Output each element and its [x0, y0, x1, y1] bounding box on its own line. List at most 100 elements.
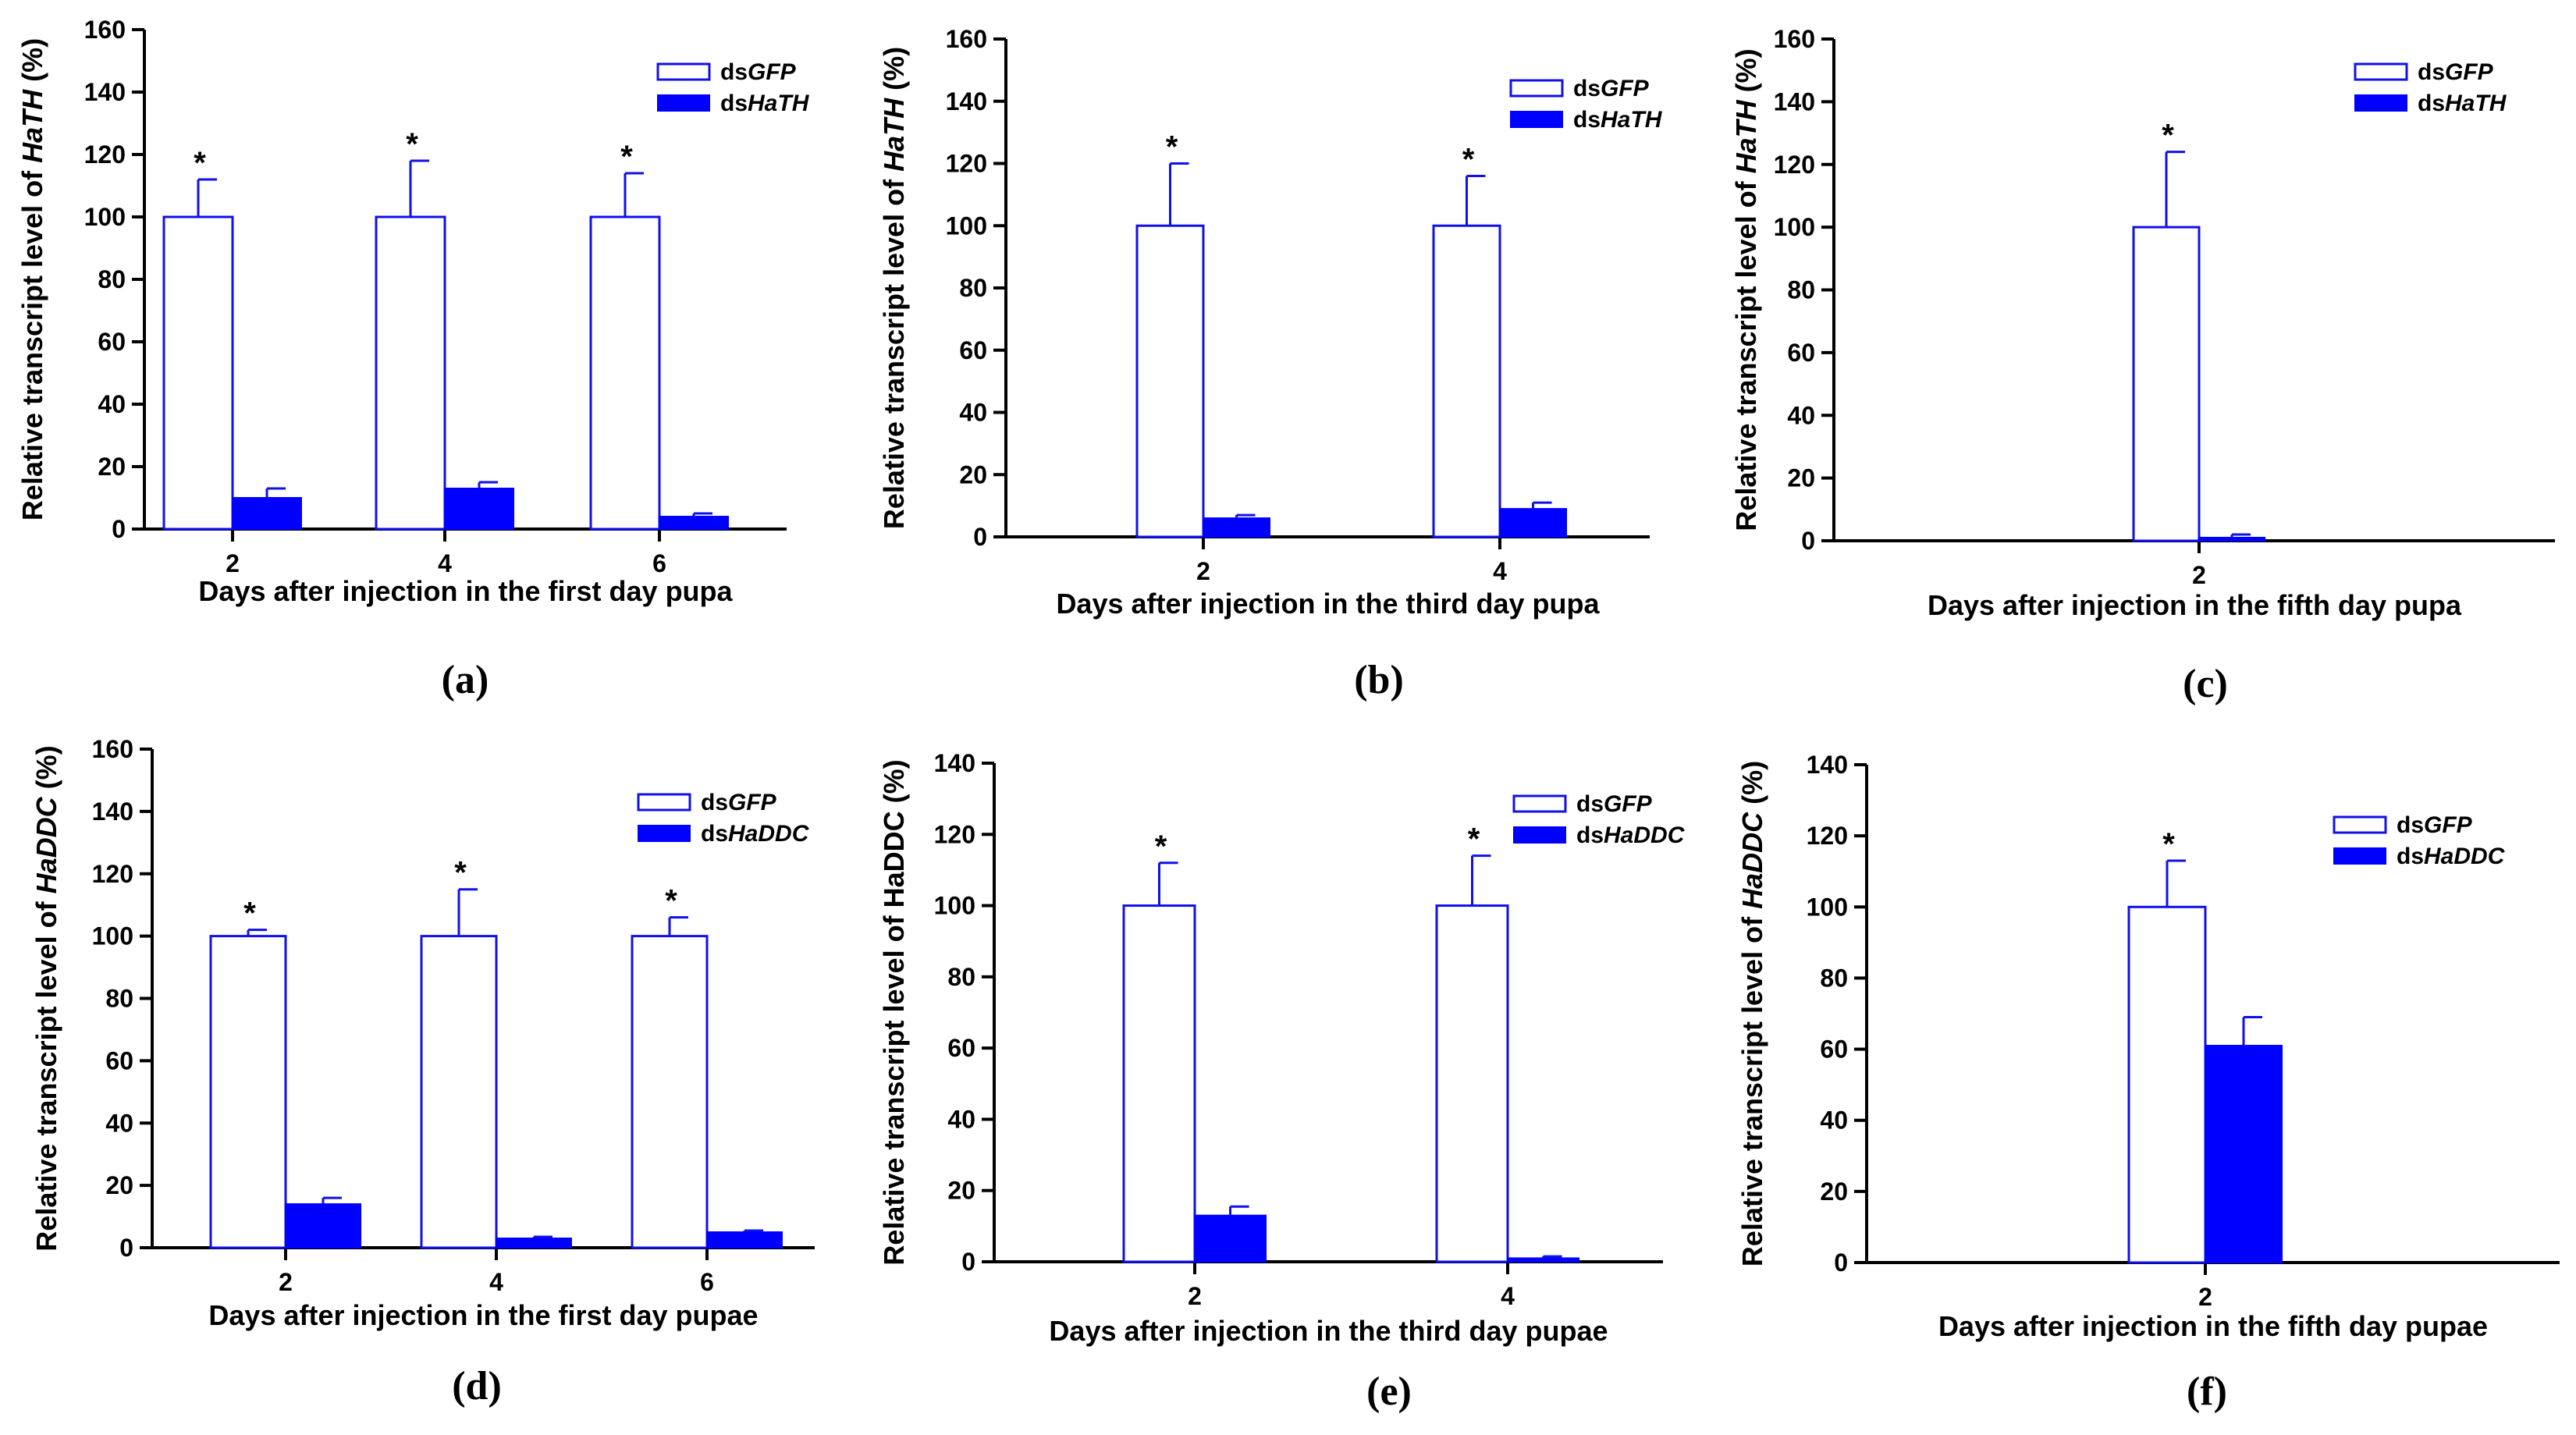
y-tick-label: 100: [84, 203, 126, 231]
x-tick-label: 2: [2198, 1283, 2212, 1311]
bar-dsgfp: [589, 215, 661, 531]
y-axis-title: Relative transcript level of HaDDC (%): [30, 745, 62, 1251]
bar-knockdown: [659, 516, 729, 530]
y-tick-label: 40: [1820, 1106, 1848, 1135]
y-axis-title-part: (%): [16, 38, 48, 90]
bar-dsgfp: [2127, 905, 2207, 1264]
legend-label: dsHaTH: [720, 91, 810, 116]
y-axis-title-part: Relative transcript level of: [16, 163, 48, 520]
bar-dsgfp: [1432, 224, 1501, 538]
bar-knockdown: [2205, 1045, 2283, 1263]
bar-dsgfp: [1122, 904, 1196, 1263]
significance-marker: *: [1468, 822, 1480, 857]
y-tick-label: 20: [98, 453, 126, 481]
y-tick-label: 120: [1807, 822, 1848, 850]
y-axis-title-part: HaTH: [16, 89, 48, 163]
legend-label-part: HaDDC: [2424, 844, 2506, 869]
legend-label: dsHaTH: [2418, 91, 2507, 116]
chart-panel-d: 0204060801001201401602*4*6*dsGFPdsHaDDCD…: [30, 735, 815, 1408]
y-axis-title-part: Relative transcript level of: [1736, 909, 1768, 1266]
bar-dsgfp: [420, 935, 498, 1249]
panel-label: (d): [452, 1364, 502, 1408]
y-tick-label: 0: [1834, 1249, 1848, 1277]
significance-marker: *: [665, 884, 677, 918]
y-axis-title-part: Relative transcript level of HaDDC (%): [878, 759, 910, 1265]
x-tick-label: 2: [226, 549, 240, 577]
legend-label: dsHaDDC: [2397, 844, 2506, 869]
y-tick-label: 140: [934, 749, 975, 777]
x-axis-title: Days after injection in the fifth day pu…: [1928, 589, 2462, 621]
significance-marker: *: [1155, 829, 1167, 864]
y-tick-label: 40: [1787, 401, 1815, 429]
legend-label-part: ds: [1576, 791, 1604, 817]
y-tick-label: 140: [92, 797, 133, 826]
y-axis-title-part: Relative transcript level of: [30, 893, 62, 1251]
legend-label-part: GFP: [748, 59, 797, 85]
x-tick-label: 6: [700, 1268, 714, 1296]
y-tick-label: 40: [947, 1105, 975, 1133]
y-tick-label: 140: [946, 87, 987, 115]
bar-dsgfp: [631, 935, 709, 1249]
legend-label-part: HaDDC: [728, 821, 810, 847]
x-tick-label: 6: [652, 549, 666, 577]
y-tick-label: 160: [946, 25, 987, 53]
y-tick-label: 80: [1787, 276, 1815, 304]
y-axis-title-part: HaDDC: [1736, 812, 1768, 909]
legend-label-part: ds: [2397, 844, 2424, 869]
y-tick-label: 160: [92, 735, 133, 763]
y-tick-label: 80: [1820, 964, 1848, 992]
legend-label: dsHaDDC: [1576, 822, 1686, 848]
y-tick-label: 60: [105, 1046, 133, 1074]
significance-marker: *: [194, 146, 206, 180]
x-tick-label: 2: [279, 1268, 293, 1296]
bar-knockdown: [1499, 508, 1567, 538]
legend-swatch-filled: [1513, 826, 1566, 844]
legend-swatch-filled: [2333, 847, 2386, 865]
significance-marker: *: [243, 897, 256, 931]
legend-swatch-open: [637, 793, 691, 812]
legend-swatch-filled: [638, 825, 691, 842]
legend-label: dsHaTH: [1573, 107, 1663, 133]
y-axis-title: Relative transcript level of HaDDC (%): [878, 759, 910, 1265]
y-tick-label: 100: [1774, 213, 1815, 241]
y-tick-label: 20: [1820, 1177, 1848, 1206]
significance-marker: *: [2162, 119, 2174, 153]
y-tick-label: 160: [84, 16, 126, 44]
y-axis-title-part: HaTH: [1730, 99, 1762, 173]
legend-label-part: ds: [1576, 822, 1604, 848]
legend-label-part: ds: [701, 821, 728, 847]
y-tick-label: 100: [946, 211, 987, 240]
y-tick-label: 100: [92, 922, 133, 950]
y-axis-title-part: (%): [1730, 48, 1762, 100]
x-tick-label: 4: [489, 1268, 503, 1296]
y-tick-label: 60: [1820, 1035, 1848, 1064]
legend-swatch-filled: [657, 94, 710, 112]
y-tick-label: 120: [84, 140, 126, 169]
significance-marker: *: [2162, 827, 2175, 861]
y-tick-label: 40: [105, 1109, 133, 1137]
y-axis-title: Relative transcript level of HaTH (%): [878, 47, 910, 529]
panel-label: (f): [2187, 1369, 2227, 1414]
y-tick-label: 120: [946, 150, 987, 178]
y-tick-label: 20: [1787, 464, 1815, 492]
y-axis-title: Relative transcript level of HaTH (%): [1730, 48, 1762, 531]
y-axis-title-part: HaDDC: [30, 796, 62, 893]
y-tick-label: 20: [105, 1171, 133, 1199]
y-axis-title-part: (%): [878, 47, 910, 98]
bar-knockdown: [285, 1203, 361, 1249]
y-tick-label: 40: [959, 399, 987, 427]
y-tick-label: 60: [947, 1034, 975, 1062]
y-axis-title: Relative transcript level of HaTH (%): [16, 38, 48, 520]
chart-panel-a: 0204060801001201401602*4*6*dsGFPdsHaTHDa…: [16, 16, 810, 702]
bar-knockdown: [1194, 1214, 1267, 1263]
significance-marker: *: [1462, 142, 1475, 176]
bar-knockdown: [232, 497, 302, 530]
bar-dsgfp: [1135, 224, 1205, 538]
legend-label: dsGFP: [1573, 76, 1650, 101]
legend-label: dsGFP: [2418, 59, 2494, 85]
x-tick-label: 4: [1493, 557, 1507, 585]
legend-swatch-open: [1512, 794, 1567, 813]
y-tick-label: 100: [1807, 893, 1848, 921]
legend-swatch-open: [656, 62, 711, 81]
